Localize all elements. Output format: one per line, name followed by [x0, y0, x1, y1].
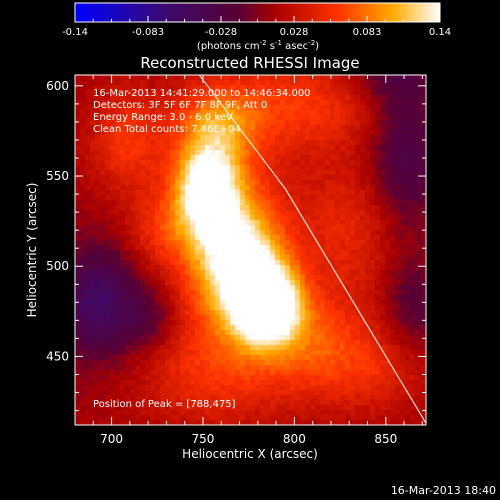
- solar-limb-line: [198, 74, 427, 424]
- plot-frame: [74, 74, 427, 426]
- annotation-clean-counts: Clean Total counts: 7.46E+04: [93, 124, 241, 135]
- y-axis-label: Heliocentric Y (arcsec): [25, 183, 39, 318]
- x-tick-labels: 700 750 800 850: [100, 432, 397, 446]
- y-tick-label: 500: [46, 259, 69, 273]
- y-tick-label: 600: [46, 79, 69, 93]
- x-tick-label: 850: [374, 432, 397, 446]
- annotation-time-range: 16-Mar-2013 14:41:29.000 to 14:46:34.000: [93, 88, 311, 99]
- x-tick-label: 750: [192, 432, 215, 446]
- y-tick-labels: 450 500 550 600: [46, 79, 69, 364]
- y-tick-label: 450: [46, 349, 69, 363]
- annotation-detectors: Detectors: 3F 5F 6F 7F 8F 9F, Att 0: [93, 100, 267, 111]
- observation-annotations: 16-Mar-2013 14:41:29.000 to 14:46:34.000…: [93, 88, 311, 135]
- peak-position-label: Position of Peak = [788,475]: [93, 399, 236, 410]
- axis-ticks: [74, 75, 426, 425]
- x-tick-label: 700: [100, 432, 123, 446]
- x-tick-label: 800: [283, 432, 306, 446]
- chart-title: Reconstructed RHESSI Image: [140, 54, 359, 72]
- annotation-energy-range: Energy Range: 3.0 - 6.0 keV: [93, 112, 233, 123]
- y-tick-label: 550: [46, 169, 69, 183]
- colorbar-tick-label: -0.14: [62, 27, 88, 38]
- colorbar-tick-label: 0.083: [353, 27, 382, 38]
- heatmap-image-container: [75, 75, 426, 425]
- colorbar-tick-label: 0.14: [429, 27, 451, 38]
- colorbar-ticks: [74, 16, 441, 22]
- timestamp-footer: 16-Mar-2013 18:40: [391, 484, 496, 497]
- colorbar-tick-labels: -0.14 -0.083 -0.028 0.028 0.083 0.14: [62, 27, 451, 38]
- colorbar-tick-label: 0.028: [280, 27, 309, 38]
- colorbar-tick-label: -0.083: [132, 27, 164, 38]
- x-axis-label: Heliocentric X (arcsec): [182, 447, 318, 461]
- colorbar-units-label: (photons cm-2 s-1 asec-2): [197, 39, 319, 52]
- colorbar-tick-label: -0.028: [205, 27, 237, 38]
- heatmap-image: [75, 75, 426, 425]
